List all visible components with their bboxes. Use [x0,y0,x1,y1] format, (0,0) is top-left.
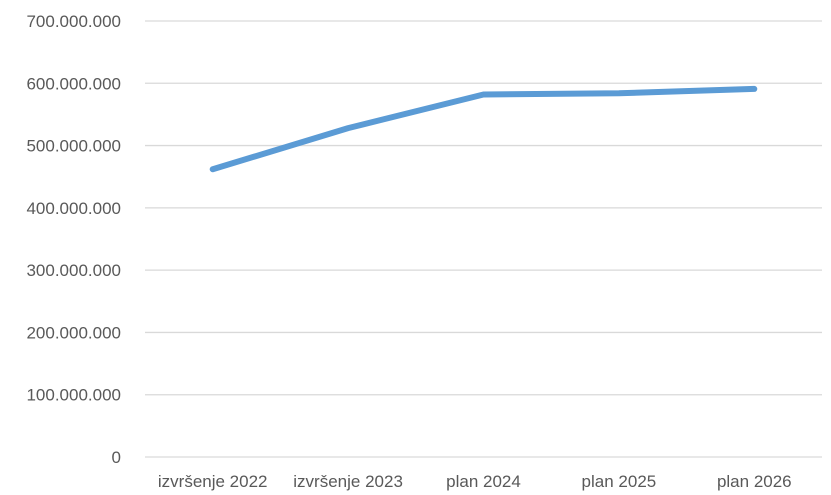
x-tick-label: izvršenje 2023 [293,472,403,491]
y-axis-tick-labels: 0 100.000.000 200.000.000 300.000.000 400.00… [26,12,121,467]
gridlines [145,20,822,458]
y-tick-label: 200.000.000 [26,323,121,342]
y-tick-label: 400.000.000 [26,199,121,218]
y-tick-label: 100.000.000 [26,386,121,405]
x-axis-tick-labels: izvršenje 2022 izvršenje 2023 plan 2024 pla… [158,472,792,491]
x-tick-label: izvršenje 2022 [158,472,268,491]
y-tick-label: 500.000.000 [26,137,121,156]
series-line [209,85,758,173]
x-tick-label: plan 2024 [446,472,521,491]
y-tick-label: 600.000.000 [26,74,121,93]
series-layer [209,85,758,173]
x-tick-label: plan 2026 [717,472,792,491]
y-tick-label: 700.000.000 [26,12,121,31]
x-tick-label: plan 2025 [582,472,657,491]
y-tick-label: 0 [112,448,121,467]
y-tick-label: 300.000.000 [26,261,121,280]
